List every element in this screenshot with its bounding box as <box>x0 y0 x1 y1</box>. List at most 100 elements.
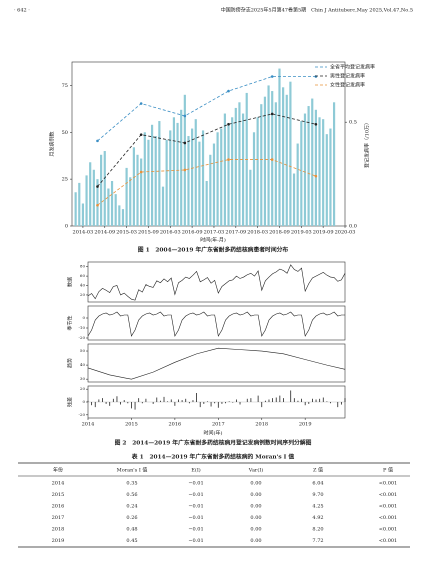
y-tick-label: -20 <box>79 335 86 340</box>
x-tick-label: 2016 <box>169 422 182 428</box>
y-tick-label: 75 <box>62 83 68 89</box>
bar <box>311 98 314 226</box>
x-tick-label: 2018-09 <box>269 230 290 236</box>
bar <box>223 113 226 226</box>
series-line <box>87 347 346 380</box>
panel-frame <box>87 343 346 383</box>
bar <box>107 188 110 226</box>
rate-line <box>97 159 317 206</box>
legend-label: 女性登记发病率 <box>330 82 365 89</box>
figure-caption: 图 1 2004—2019 年广东省耐多药结核病患者时间分布 <box>138 246 289 254</box>
series-line <box>87 311 345 337</box>
bar <box>303 113 307 226</box>
rate-point <box>139 133 143 136</box>
rate-point <box>183 114 187 118</box>
column-header: Moran's I 值 <box>117 467 148 474</box>
bar <box>296 143 299 226</box>
table-cell: <0.001 <box>379 527 398 533</box>
bar <box>183 94 186 226</box>
rate-point <box>227 89 230 93</box>
y-tick-label: 25 <box>62 177 68 183</box>
x-tick-label: 2019-03 <box>291 230 312 236</box>
bar <box>147 139 150 226</box>
bar <box>282 87 285 226</box>
figure-caption: 图 2 2014—2019 年广东省耐多药结核病月登记发病例数时间序列分解图 <box>115 439 312 447</box>
table-cell: <0.001 <box>379 515 398 521</box>
bar <box>227 122 230 226</box>
bar <box>216 132 219 226</box>
rate-point <box>96 185 99 188</box>
bar <box>289 81 292 227</box>
bar <box>92 169 95 226</box>
x-tick-label: 2015-09 <box>138 230 159 236</box>
bar <box>132 147 135 226</box>
column-header: Z 值 <box>313 467 323 474</box>
panel-label: 趋势 <box>67 358 74 368</box>
table-title: 表 1 2014—2019 年广东省耐多药结核病的 Moran's I 值 <box>132 453 295 461</box>
bar <box>118 205 121 226</box>
bar <box>300 121 303 226</box>
x-tick-label: 2018-03 <box>247 230 268 236</box>
table-cell: 0.00 <box>250 504 261 510</box>
table-cell: 0.00 <box>250 492 261 498</box>
y-tick-label: 0 <box>65 224 68 230</box>
x-tick-label: 2015 <box>125 422 138 428</box>
bar <box>322 119 325 226</box>
table-cell: 0.00 <box>250 515 261 521</box>
running-header: 中国防痨杂志2025年5月第47卷第5期 Chin J Antituberc,M… <box>221 7 413 14</box>
table-cell: 0.00 <box>250 481 261 487</box>
x-tick-label: 2017 <box>212 422 225 428</box>
table-cell: 2019 <box>52 538 65 544</box>
bar <box>158 121 161 226</box>
rate-point <box>270 158 274 161</box>
legend-label: 全省平均登记发病率 <box>330 64 375 71</box>
x-tick-label: 2018 <box>255 422 268 428</box>
bar <box>307 106 310 226</box>
bar <box>260 104 263 226</box>
x-tick-label: 2014-09 <box>94 230 115 236</box>
table-cell: 0.45 <box>126 538 137 544</box>
bar <box>125 167 128 226</box>
y-tick-label: -20 <box>79 412 86 417</box>
table-cell: <0.001 <box>379 538 398 544</box>
bar <box>89 162 92 226</box>
column-header: 年份 <box>53 467 63 474</box>
rate-point <box>183 168 187 172</box>
bar <box>220 128 223 226</box>
rate-point <box>96 139 99 143</box>
bar <box>180 109 183 226</box>
table-cell: 8.20 <box>312 527 323 533</box>
table-cell: 0.56 <box>126 492 137 498</box>
bar <box>143 132 146 226</box>
x-axis-title: 时间(年-月) <box>200 237 226 244</box>
bar <box>85 175 88 226</box>
panel-label: 残差 <box>67 397 74 407</box>
rate-point <box>314 122 318 126</box>
x-tick-label: 2019 <box>299 422 312 428</box>
legend-label: 男性登记发病率 <box>330 73 365 80</box>
y2-tick-label: 0.5 <box>349 120 357 126</box>
y-tick-label: 50 <box>80 348 86 353</box>
table-cell: −0.01 <box>188 538 203 544</box>
rate-point <box>139 170 143 174</box>
bar <box>274 102 277 226</box>
rate-line <box>97 113 316 187</box>
y2-axis-title: 登记发病率（/10万） <box>364 120 371 168</box>
table-cell: 9.70 <box>312 492 323 498</box>
table-cell: −0.01 <box>188 504 203 510</box>
series-line <box>87 264 346 301</box>
table-cell: 0.00 <box>250 538 261 544</box>
column-header: Var(I) <box>248 467 263 474</box>
rate-point <box>314 174 318 178</box>
x-tick-label: 2020-03 <box>335 230 356 236</box>
bar <box>136 154 139 226</box>
x-tick-label: 2017-09 <box>225 230 246 236</box>
plot-frame <box>71 61 346 227</box>
bar <box>81 203 85 226</box>
rate-point <box>183 141 187 145</box>
bar <box>249 169 252 226</box>
bar <box>267 85 270 226</box>
table-cell: 0.26 <box>126 515 137 521</box>
table-cell: <0.001 <box>379 481 398 487</box>
